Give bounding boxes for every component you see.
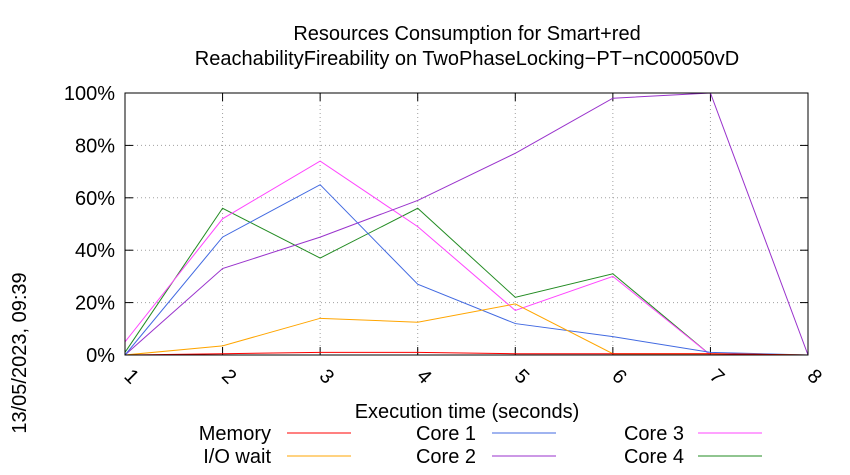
x-tick-label: 3 [315,365,338,388]
y-tick-label: 40% [75,240,115,262]
series-line-core-4 [124,207,808,356]
series-line-i-o-wait [124,303,809,356]
chart-title-line1: Resources Consumption for Smart+red [293,23,640,45]
plot-frame [124,92,809,356]
legend-label: Core 4 [624,446,684,468]
y-tick-label: 100% [64,83,115,105]
y-tick-labels: 0% 20% 40% 60% 80% 100% [64,83,115,367]
x-tick-label: 1 [120,365,143,388]
x-tick-label: 2 [217,365,240,388]
x-tick-label: 8 [803,365,826,388]
x-tick-label: 5 [510,365,533,388]
legend-label: Core 1 [416,423,476,445]
y-tick-label: 80% [75,135,115,157]
y-tick-label: 60% [75,188,115,210]
x-tick-label: 7 [705,365,728,388]
x-tick-labels: 1 2 3 4 5 6 7 8 [120,365,826,388]
legend-label: Memory [199,423,271,445]
timestamp-label: 13/05/2023, 09:39 [9,272,31,433]
series-line-core-1 [124,184,809,356]
series-lines [124,92,809,356]
grid-lines [125,93,808,355]
series-line-core-3 [124,160,808,356]
chart-title-line2: ReachabilityFireability on TwoPhaseLocki… [195,48,739,70]
series-line-memory [124,351,809,356]
y-tick-label: 20% [75,293,115,315]
x-axis-label: Execution time (seconds) [355,401,580,423]
axis-ticks [124,92,809,356]
series-line-core-2 [124,92,809,356]
legend-label: I/O wait [203,446,271,468]
x-tick-label: 4 [412,365,435,388]
legend-label: Core 2 [416,446,476,468]
y-tick-label: 0% [86,345,115,367]
legend-label: Core 3 [624,423,684,445]
x-tick-label: 6 [607,365,630,388]
